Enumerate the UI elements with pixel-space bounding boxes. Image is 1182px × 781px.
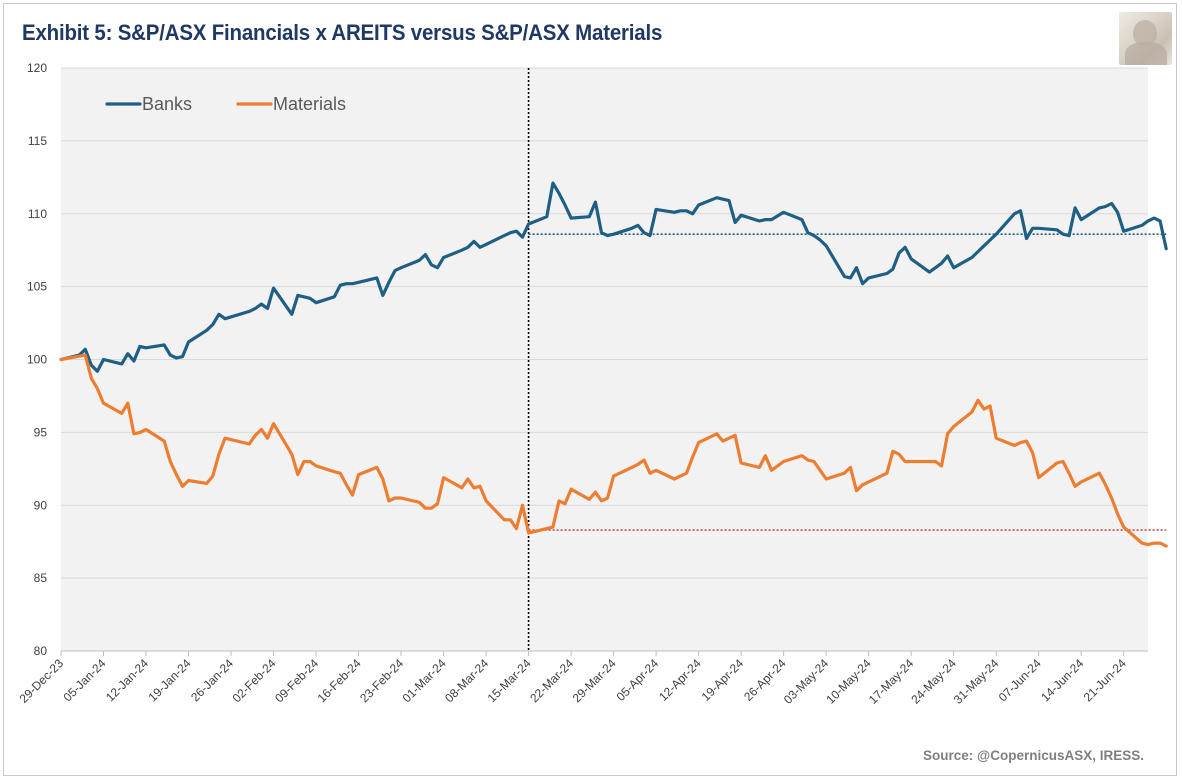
chart-legend: Banks Materials (105, 94, 346, 114)
x-tick-label: 17-May-24 (866, 656, 917, 707)
logo-robe-shape (1125, 42, 1167, 65)
x-tick-label: 05-Apr-24 (614, 656, 662, 704)
legend-banks-label: Banks (142, 94, 192, 114)
x-tick-label: 10-May-24 (823, 656, 874, 707)
roman-bust-icon (1119, 12, 1172, 65)
x-tick-label: 15-Mar-24 (485, 656, 534, 705)
reference-lines (527, 68, 1167, 651)
x-tick-label: 03-May-24 (781, 656, 832, 707)
x-tick-label: 22-Mar-24 (527, 656, 576, 705)
x-axis-ticks: 29-Dec-2305-Jan-2412-Jan-2419-Jan-2426-J… (17, 651, 1129, 707)
x-tick-label: 29-Mar-24 (570, 656, 619, 705)
gridlines (61, 67, 1148, 652)
source-note: Source: @CopernicusASX, IRESS. (923, 748, 1144, 763)
materials-series-line (59, 353, 1168, 548)
x-tick-label: 31-May-24 (951, 656, 1002, 707)
y-tick-label: 100 (27, 353, 47, 367)
x-tick-label: 16-Feb-24 (315, 656, 364, 705)
x-tick-label: 02-Feb-24 (230, 656, 279, 705)
y-tick-label: 120 (27, 61, 47, 75)
x-tick-label: 01-Mar-24 (400, 656, 449, 705)
y-tick-label: 105 (27, 280, 47, 294)
x-tick-label: 07-Jun-24 (996, 656, 1044, 704)
x-tick-label: 14-Jun-24 (1038, 656, 1086, 704)
x-tick-label: 19-Jan-24 (146, 656, 194, 704)
x-tick-label: 26-Jan-24 (188, 656, 236, 704)
y-tick-label: 95 (34, 425, 48, 439)
y-axis-ticks: 80 85 90 95 100 105 110 115 120 (27, 61, 47, 658)
banks-series-line (59, 181, 1168, 373)
y-tick-label: 85 (34, 571, 48, 585)
y-tick-label: 90 (34, 498, 48, 512)
x-tick-label: 29-Dec-23 (17, 656, 67, 706)
y-tick-label: 80 (34, 644, 48, 658)
x-tick-label: 08-Mar-24 (442, 656, 491, 705)
series-lines (59, 181, 1168, 548)
x-tick-label: 05-Jan-24 (61, 656, 109, 704)
x-tick-label: 12-Jan-24 (103, 656, 151, 704)
x-tick-label: 23-Feb-24 (357, 656, 406, 705)
chart-title: Exhibit 5: S&P/ASX Financials x AREITS v… (22, 20, 663, 45)
x-tick-label: 24-May-24 (908, 656, 959, 707)
legend-materials-label: Materials (273, 94, 346, 114)
x-tick-label: 12-Apr-24 (656, 656, 704, 704)
x-tick-label: 09-Feb-24 (272, 656, 321, 705)
logo-bust-shape (1133, 20, 1157, 46)
x-tick-label: 21-Jun-24 (1081, 656, 1129, 704)
y-tick-label: 110 (28, 207, 47, 221)
x-tick-label: 19-Apr-24 (699, 656, 747, 704)
y-tick-label: 115 (28, 134, 47, 148)
